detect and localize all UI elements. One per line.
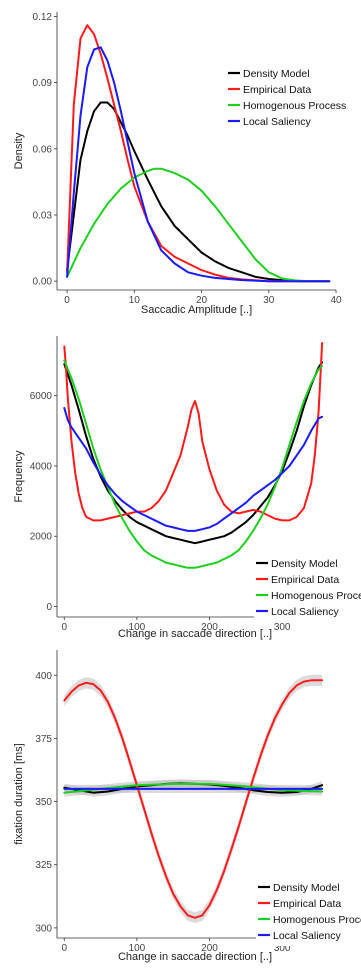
- y-tick-label: 325: [35, 860, 52, 871]
- y-tick-label: 0.03: [33, 210, 53, 221]
- series-line-density-model: [63, 361, 324, 545]
- x-tick-label: 200: [201, 622, 218, 633]
- y-axis-title: Density: [13, 132, 25, 169]
- legend-label-homogenous-process: Homogenous Process: [273, 914, 361, 926]
- x-tick-label: 200: [201, 943, 218, 954]
- legend: Density Model Empirical Data Homogenous Pr…: [256, 878, 361, 946]
- legend-background: [254, 554, 361, 622]
- x-tick-label: 0: [61, 622, 67, 633]
- x-tick-label: 300: [274, 622, 291, 633]
- series-line-local-saliency: [63, 407, 324, 532]
- legend-label-density-model: Density Model: [273, 882, 340, 894]
- legend-background: [256, 878, 361, 946]
- series-line-empirical-data: [63, 342, 324, 522]
- legend-background: [226, 64, 360, 130]
- x-tick-label: 20: [196, 295, 208, 306]
- y-tick-label: 0.06: [33, 144, 53, 155]
- x-tick-label: 30: [263, 295, 275, 306]
- legend-label-local-saliency: Local Saliency: [273, 930, 341, 942]
- legend: Density Model Empirical Data Homogenous Pr…: [226, 64, 360, 130]
- legend-label-density-model: Density Model: [271, 558, 338, 570]
- legend: Density Model Empirical Data Homogenous Pr…: [254, 554, 361, 622]
- x-axis-title: Change in saccade direction [..]: [118, 951, 272, 963]
- x-tick-label: 40: [330, 295, 342, 306]
- legend-label-empirical-data: Empirical Data: [271, 574, 339, 586]
- y-axis-title: Frequency: [13, 450, 25, 502]
- series-line-homogenous-process: [63, 359, 324, 569]
- x-tick-label: 0: [64, 295, 70, 306]
- legend-label-homogenous-process: Homogenous Process: [243, 100, 346, 112]
- series-line-empirical-data: [66, 24, 331, 283]
- y-tick-label: 4000: [30, 461, 53, 472]
- x-tick-label: 0: [61, 943, 67, 954]
- x-axis-title: Change in saccade direction [..]: [118, 628, 272, 640]
- legend-label-empirical-data: Empirical Data: [273, 898, 341, 910]
- y-tick-label: 375: [35, 734, 52, 745]
- legend-label-density-model: Density Model: [243, 68, 310, 80]
- y-tick-label: 0.09: [33, 78, 53, 89]
- legend-label-local-saliency: Local Saliency: [243, 116, 311, 128]
- y-tick-label: 300: [35, 923, 52, 934]
- legend-label-homogenous-process: Homogenous Process: [271, 590, 361, 602]
- y-tick-label: 2000: [30, 532, 53, 543]
- x-axis-title: Saccadic Amplitude [..]: [141, 304, 252, 316]
- y-axis-title: fixation duration [ms]: [13, 743, 25, 845]
- series-line-empirical-data: [63, 679, 324, 919]
- x-tick-label: 100: [129, 622, 146, 633]
- legend-label-local-saliency: Local Saliency: [271, 606, 339, 618]
- y-tick-label: 0.00: [33, 277, 53, 288]
- series-line-density-model: [66, 101, 331, 283]
- x-tick-label: 10: [129, 295, 141, 306]
- y-tick-label: 350: [35, 797, 52, 808]
- series-line-local-saliency: [66, 46, 331, 283]
- legend-label-empirical-data: Empirical Data: [243, 84, 311, 96]
- confidence-band: [64, 779, 323, 797]
- y-tick-label: 400: [35, 671, 52, 682]
- series-line-homogenous-process: [66, 167, 331, 283]
- y-tick-label: 0.12: [33, 12, 53, 23]
- x-tick-label: 100: [129, 943, 146, 954]
- chart-panel-1: 0.00 0.03 0.06 0.09 0.12 0 10 20 30 40 Saccadic Am…: [13, 12, 360, 316]
- y-tick-label: 6000: [30, 391, 53, 402]
- y-tick-label: 0: [46, 602, 52, 613]
- x-tick-label: 300: [274, 943, 291, 954]
